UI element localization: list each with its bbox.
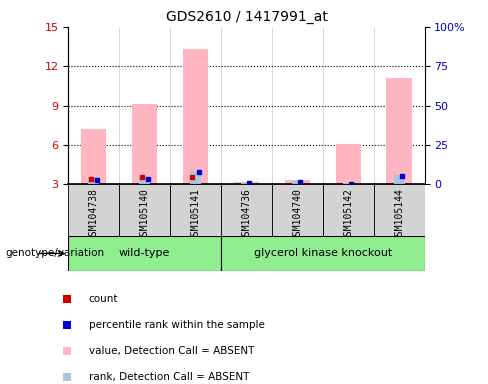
Bar	[68, 236, 221, 271]
Bar	[132, 104, 157, 184]
Text: count: count	[89, 294, 118, 304]
Bar	[343, 183, 354, 184]
Bar	[88, 177, 100, 184]
Text: GSM105141: GSM105141	[190, 189, 201, 241]
Text: GSM105142: GSM105142	[343, 189, 353, 241]
Text: genotype/variation: genotype/variation	[5, 248, 104, 258]
Bar	[272, 184, 323, 236]
Text: GSM105140: GSM105140	[140, 189, 150, 241]
Text: wild-type: wild-type	[119, 248, 170, 258]
Bar	[221, 184, 272, 236]
Text: percentile rank within the sample: percentile rank within the sample	[89, 320, 264, 330]
Bar	[323, 184, 374, 236]
Bar	[170, 184, 221, 236]
Bar	[81, 129, 106, 184]
Bar	[285, 180, 310, 184]
Text: GSM104740: GSM104740	[292, 189, 303, 241]
Text: GSM104736: GSM104736	[242, 189, 251, 241]
Bar	[183, 49, 208, 184]
Bar	[336, 144, 361, 184]
Bar	[386, 78, 412, 184]
Bar	[190, 171, 201, 184]
Text: rank, Detection Call = ABSENT: rank, Detection Call = ABSENT	[89, 372, 249, 382]
Title: GDS2610 / 1417991_at: GDS2610 / 1417991_at	[165, 10, 327, 25]
Bar	[393, 175, 405, 184]
Bar	[374, 184, 425, 236]
Bar	[234, 182, 259, 184]
Bar	[68, 184, 119, 236]
Text: GSM104738: GSM104738	[89, 189, 99, 241]
Text: value, Detection Call = ABSENT: value, Detection Call = ABSENT	[89, 346, 254, 356]
Bar	[139, 177, 150, 184]
Bar	[119, 184, 170, 236]
Text: glycerol kinase knockout: glycerol kinase knockout	[254, 248, 392, 258]
Bar	[241, 183, 252, 184]
Text: GSM105144: GSM105144	[394, 189, 404, 241]
Bar	[292, 181, 303, 184]
Bar	[221, 236, 425, 271]
